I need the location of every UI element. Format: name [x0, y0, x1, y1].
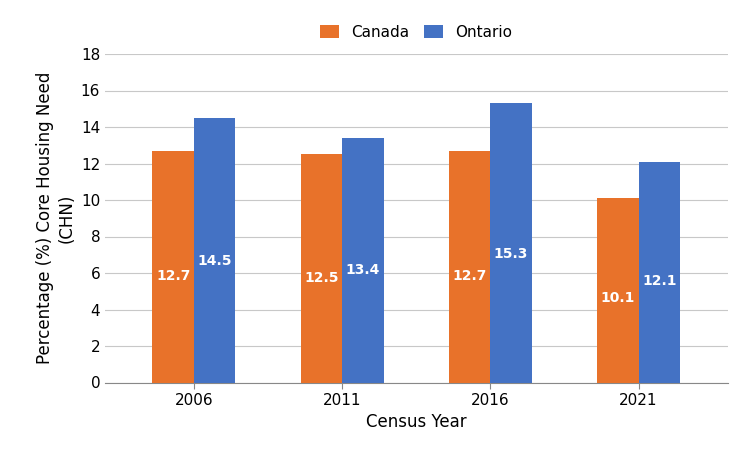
Bar	[342, 138, 384, 382]
Text: 12.7: 12.7	[156, 269, 190, 283]
Bar	[301, 154, 342, 382]
Bar	[597, 198, 638, 382]
Text: 15.3: 15.3	[494, 247, 528, 261]
Text: 14.5: 14.5	[197, 254, 232, 268]
Text: 12.7: 12.7	[452, 269, 487, 283]
Text: 10.1: 10.1	[601, 291, 635, 305]
X-axis label: Census Year: Census Year	[366, 414, 466, 432]
Bar	[152, 151, 194, 382]
Text: 13.4: 13.4	[346, 263, 380, 277]
Bar	[638, 162, 680, 382]
Y-axis label: Percentage (%) Core Housing Need
(CHN): Percentage (%) Core Housing Need (CHN)	[37, 72, 75, 364]
Legend: Canada, Ontario: Canada, Ontario	[314, 19, 518, 46]
Text: 12.5: 12.5	[304, 270, 339, 284]
Text: 12.1: 12.1	[642, 274, 676, 288]
Bar	[194, 118, 236, 382]
Bar	[490, 103, 532, 382]
Bar	[448, 151, 491, 382]
